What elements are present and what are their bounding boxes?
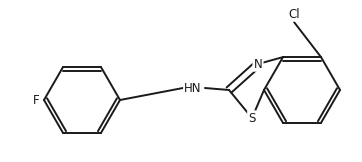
Text: HN: HN (184, 81, 202, 94)
Text: S: S (248, 111, 256, 125)
Text: Cl: Cl (288, 7, 300, 21)
Text: N: N (254, 58, 262, 70)
Text: F: F (33, 93, 39, 106)
